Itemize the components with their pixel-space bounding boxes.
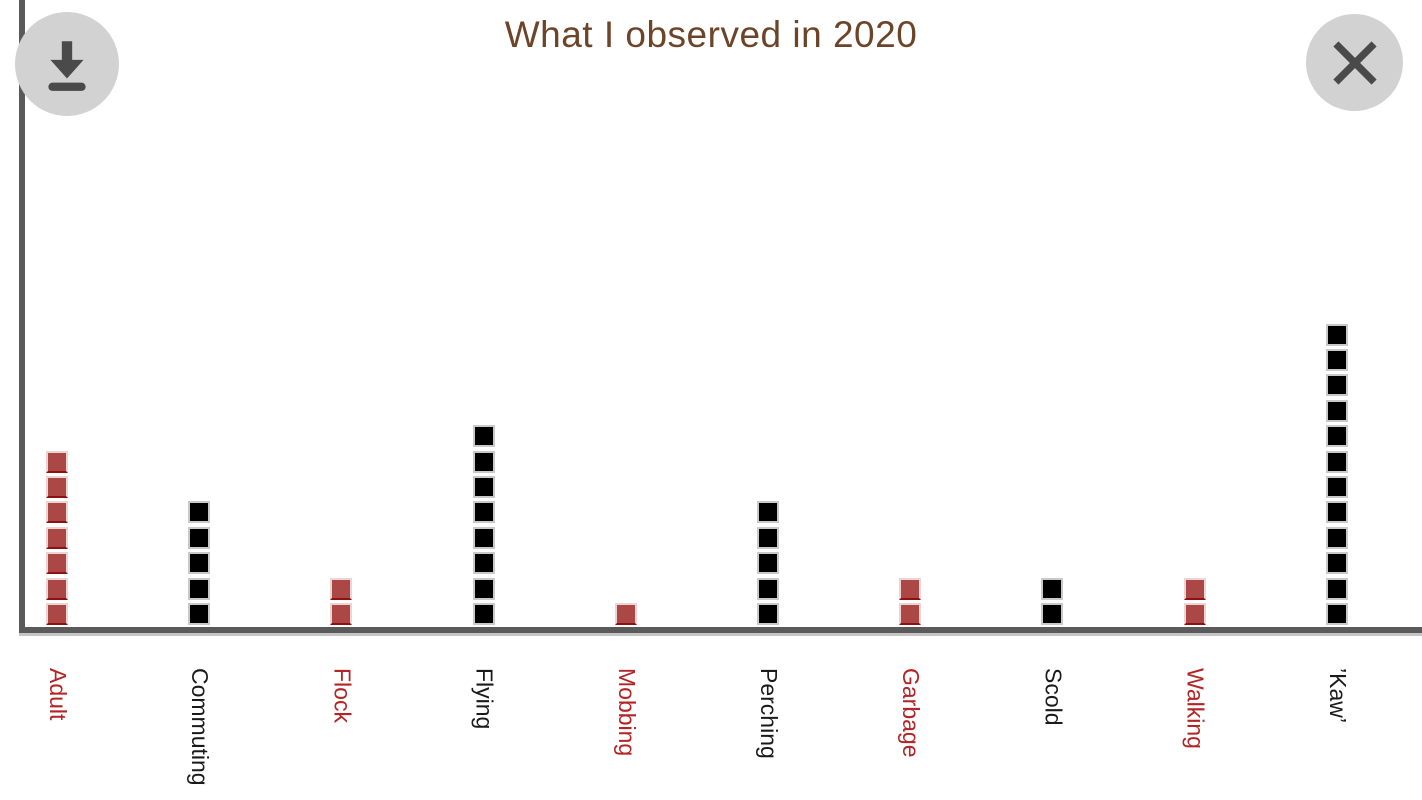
- unit-square: [1325, 374, 1348, 397]
- unit-square: [1325, 552, 1348, 575]
- unit-square: [472, 450, 495, 473]
- x-axis-label: Mobbing: [613, 668, 640, 757]
- unit-square: [757, 577, 779, 600]
- x-axis-label: ’Kaw’: [1324, 668, 1351, 723]
- unit-square: [1325, 399, 1348, 422]
- unit-square: [1183, 577, 1206, 600]
- unit-square: [1325, 349, 1348, 371]
- unit-square: [1041, 603, 1064, 625]
- unit-square: [757, 501, 779, 524]
- unit-square: [1041, 577, 1064, 600]
- x-axis-label: Perching: [756, 668, 782, 759]
- unit-square: [1325, 603, 1348, 625]
- x-axis-label: Walking: [1182, 668, 1209, 749]
- y-axis-line: [19, 0, 25, 633]
- x-axis-label: Commuting: [187, 668, 214, 786]
- unit-square: [472, 603, 495, 625]
- unit-square: [1325, 323, 1348, 346]
- close-button[interactable]: [1306, 14, 1403, 111]
- unit-square: [46, 552, 68, 575]
- unit-square: [757, 552, 779, 575]
- unit-square: [614, 603, 637, 625]
- unit-square: [1325, 577, 1348, 600]
- unit-square: [188, 577, 211, 600]
- chart-title: What I observed in 2020: [504, 14, 918, 55]
- download-icon: [38, 35, 96, 93]
- unit-square: [1325, 425, 1348, 448]
- unit-square: [46, 577, 68, 600]
- unit-square: [472, 476, 495, 498]
- unit-square: [330, 603, 353, 625]
- unit-square: [472, 552, 495, 575]
- unit-square: [757, 526, 779, 549]
- unit-square: [1325, 526, 1348, 549]
- x-axis-line: [19, 627, 1422, 633]
- unit-square: [188, 501, 211, 524]
- unit-square: [46, 501, 68, 524]
- x-axis-label: Flying: [471, 668, 498, 730]
- close-icon: [1324, 32, 1386, 94]
- x-axis-label: Adult: [45, 668, 71, 721]
- unit-square: [46, 450, 68, 473]
- x-axis-label: Scold: [1040, 668, 1067, 726]
- unit-square: [46, 526, 68, 549]
- unit-square: [188, 552, 211, 575]
- unit-square: [757, 603, 779, 625]
- unit-square: [472, 425, 495, 448]
- unit-square: [899, 603, 922, 625]
- unit-square: [472, 526, 495, 549]
- unit-square: [472, 577, 495, 600]
- unit-square: [1325, 450, 1348, 473]
- unit-square: [46, 476, 68, 498]
- unit-square: [1325, 501, 1348, 524]
- unit-square: [188, 526, 211, 549]
- x-axis-label: Flock: [329, 668, 356, 723]
- x-axis-label: Garbage: [898, 668, 925, 758]
- unit-square: [46, 603, 68, 625]
- unit-square: [899, 577, 922, 600]
- download-button[interactable]: [15, 12, 119, 116]
- unit-square: [1325, 476, 1348, 498]
- unit-square: [1183, 603, 1206, 625]
- unit-square: [188, 603, 211, 625]
- unit-square: [330, 577, 353, 600]
- unit-square: [472, 501, 495, 524]
